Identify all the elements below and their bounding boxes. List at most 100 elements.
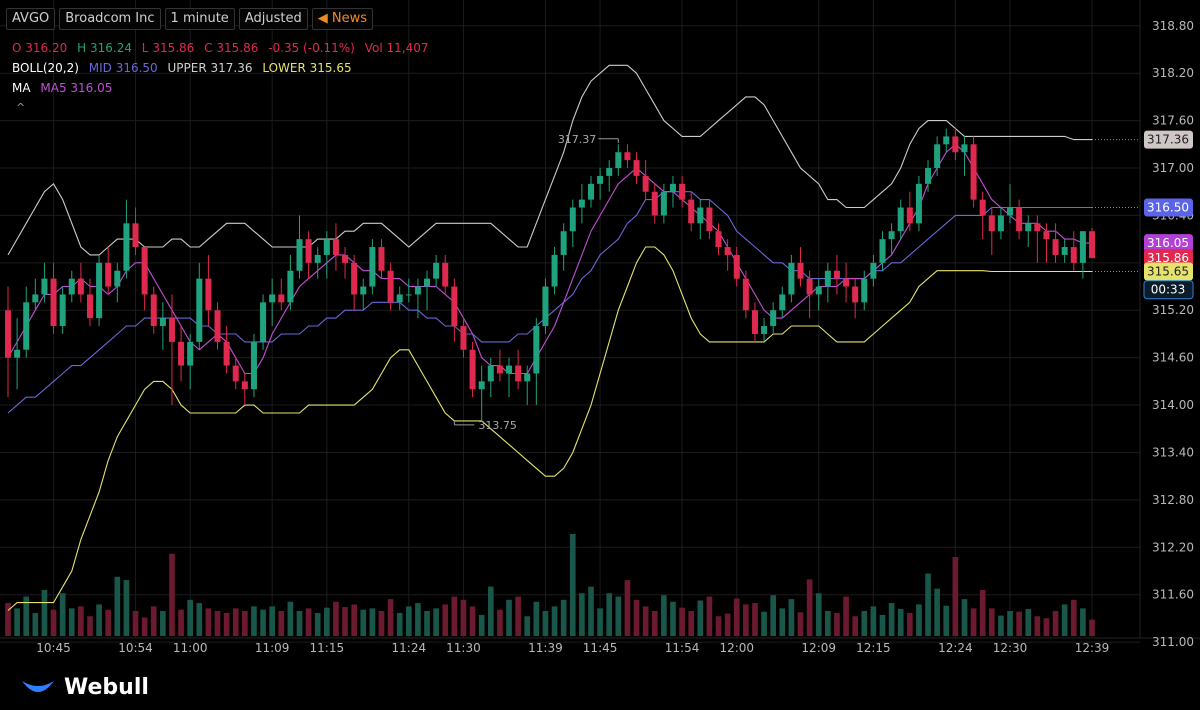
interval-button[interactable]: 1 minute xyxy=(164,8,235,30)
candle-body xyxy=(105,262,112,287)
webull-bull-icon xyxy=(22,680,54,692)
candle-body xyxy=(1025,223,1032,232)
y-tick-label: 317.00 xyxy=(1152,161,1194,175)
candle xyxy=(943,128,950,153)
volume-bar xyxy=(251,606,257,636)
volume-bar xyxy=(223,612,230,636)
candle xyxy=(478,365,485,421)
candle-body xyxy=(615,152,622,169)
price-tag: 317.36 xyxy=(1144,130,1193,149)
news-button[interactable]: ◀ News xyxy=(311,8,373,30)
x-tick-label: 10:45 xyxy=(36,641,71,655)
x-tick-label: 12:15 xyxy=(856,641,891,655)
y-tick-label: 312.20 xyxy=(1152,540,1194,554)
x-tick-label: 12:30 xyxy=(993,641,1028,655)
candle-body xyxy=(187,341,194,366)
candle-body xyxy=(14,349,21,358)
candle xyxy=(852,278,859,319)
candle xyxy=(168,294,175,406)
chart-grid xyxy=(0,0,1200,643)
candle xyxy=(496,349,503,382)
candle xyxy=(961,136,968,176)
volume-bar xyxy=(87,616,93,636)
candle-body xyxy=(460,326,467,350)
x-tick-label: 10:54 xyxy=(118,641,153,655)
volume-bar xyxy=(497,609,503,636)
candle-body xyxy=(988,215,995,232)
candle xyxy=(1016,199,1023,240)
candle xyxy=(278,278,285,311)
candle-body xyxy=(551,254,558,287)
price-tag: 316.05 xyxy=(1144,234,1193,253)
volume-value: 11,407 xyxy=(386,41,429,55)
volume-bar xyxy=(369,608,376,636)
price-tag: 00:33 xyxy=(1143,280,1194,300)
candle xyxy=(624,144,631,169)
volume-bar xyxy=(697,600,704,636)
volume-bar xyxy=(169,553,175,636)
candle-body xyxy=(314,254,321,263)
volume-bar xyxy=(378,610,385,636)
volume-bar xyxy=(724,613,731,636)
candle xyxy=(424,270,431,311)
low-value: 315.86 xyxy=(152,41,195,55)
ma-legend[interactable]: MA MA5 316.05 xyxy=(12,81,118,95)
indicator-lines xyxy=(7,64,1140,611)
candle-body xyxy=(59,294,66,327)
adjust-button[interactable]: Adjusted xyxy=(238,8,308,30)
volume-bar xyxy=(469,606,476,636)
volume-bar xyxy=(442,604,449,636)
volume-bar xyxy=(569,534,576,636)
candle xyxy=(59,286,66,334)
candle xyxy=(314,247,321,279)
candle-body xyxy=(405,294,412,296)
candle xyxy=(843,262,850,303)
volume-bar xyxy=(752,603,758,636)
volume-bar xyxy=(1061,604,1068,636)
company-label[interactable]: Broadcom Inc xyxy=(59,8,161,30)
candle-body xyxy=(424,278,431,287)
volume-bar xyxy=(779,608,786,636)
y-tick-label: 311.00 xyxy=(1152,635,1194,649)
collapse-legend-icon[interactable]: ^ xyxy=(16,101,26,114)
volume-bar xyxy=(861,610,868,636)
volume-bar xyxy=(196,603,203,636)
candle-body xyxy=(797,262,804,279)
candle-body xyxy=(50,278,57,327)
candle xyxy=(651,183,658,224)
volume-bar xyxy=(323,607,330,636)
volume-bar xyxy=(551,606,558,636)
candle-body xyxy=(843,278,850,287)
x-tick-label: 11:15 xyxy=(310,641,345,655)
candle xyxy=(250,333,257,398)
candle xyxy=(925,160,932,192)
y-tick-label: 311.60 xyxy=(1152,588,1194,602)
volume-bar xyxy=(287,601,294,636)
symbol-button[interactable]: AVGO xyxy=(6,8,56,30)
y-tick-label: 318.80 xyxy=(1152,19,1194,33)
volume-bar xyxy=(141,617,148,636)
candle xyxy=(396,286,403,311)
candle xyxy=(742,270,749,319)
volume-bar xyxy=(743,604,749,636)
price-tag-box xyxy=(1143,280,1194,300)
volume-bar xyxy=(998,615,1004,636)
volume-bar xyxy=(41,589,48,636)
volume-bar xyxy=(906,612,913,636)
candle-body xyxy=(4,310,12,358)
candle xyxy=(615,144,622,176)
candle xyxy=(997,207,1004,240)
candle-body xyxy=(32,294,39,303)
candle xyxy=(487,357,494,398)
volume-bar xyxy=(1025,609,1032,636)
candle xyxy=(724,239,731,271)
boll-legend[interactable]: BOLL(20,2) MID 316.50 UPPER 317.36 LOWER… xyxy=(12,61,358,75)
candle xyxy=(1034,215,1041,263)
candle xyxy=(815,278,822,311)
candle-body xyxy=(360,286,367,295)
volume-bar xyxy=(123,580,130,636)
candle-body xyxy=(214,310,221,342)
volume-bar xyxy=(706,596,713,636)
candlesticks[interactable] xyxy=(4,128,1096,421)
